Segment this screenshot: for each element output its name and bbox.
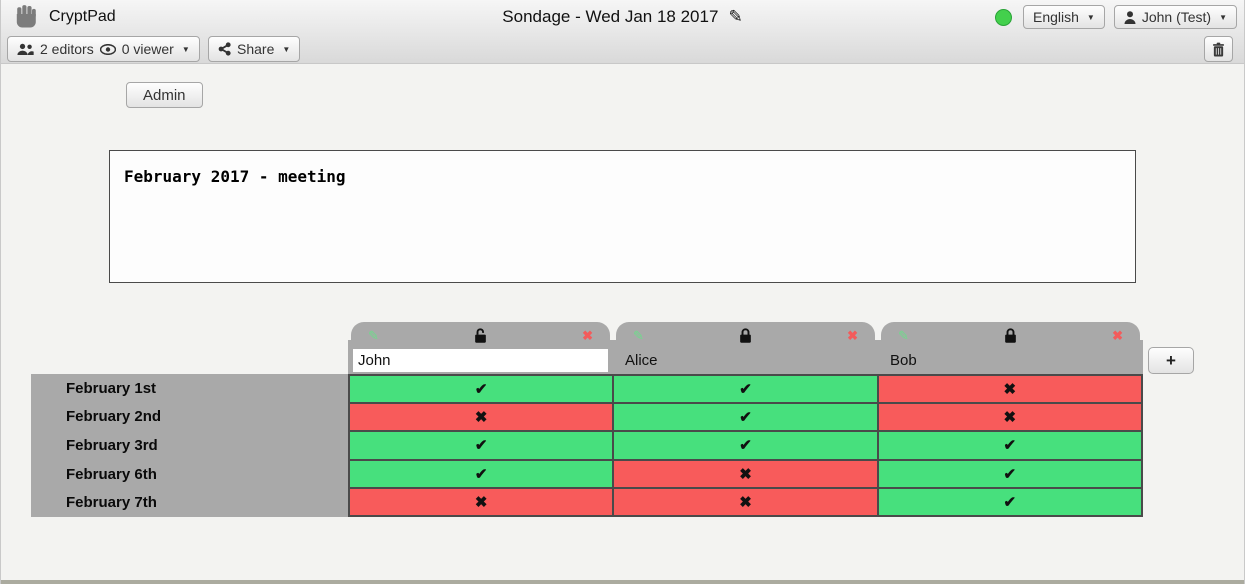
editors-count-label: 2 editors: [40, 41, 94, 57]
vote-cell-yes[interactable]: ✔: [878, 488, 1141, 515]
vote-cell-yes[interactable]: ✔: [350, 376, 613, 403]
toolbar-top-right: English ▼ John (Test) ▼: [994, 5, 1237, 29]
column-locked-icon[interactable]: [738, 327, 753, 344]
poll-row-label: February 7th: [66, 494, 157, 512]
users-icon: [17, 43, 34, 56]
column-name-label: Alice: [625, 351, 658, 369]
brand[interactable]: CryptPad: [13, 3, 116, 30]
language-label: English: [1032, 9, 1079, 25]
chevron-down-icon: ▼: [1219, 12, 1227, 22]
viewers-count-label: 0 viewer: [121, 41, 174, 57]
column-tab-icons: ✎ ✖: [351, 322, 610, 346]
chevron-down-icon: ▼: [181, 44, 190, 54]
edit-title-icon[interactable]: ✎: [728, 7, 743, 26]
column-unlocked-icon[interactable]: [473, 327, 488, 344]
share-label: Share: [237, 41, 275, 57]
cryptpad-fist-logo-icon: [13, 3, 40, 30]
poll-row-label: February 1st: [66, 379, 157, 397]
vote-cell-yes[interactable]: ✔: [614, 404, 877, 431]
trash-button[interactable]: [1204, 36, 1233, 62]
toolbar-top-row: CryptPad Sondage - Wed Jan 18 2017 ✎ Engl…: [1, 0, 1244, 35]
editors-viewers-dropdown[interactable]: 2 editors 0 viewer ▼: [7, 36, 200, 62]
eye-icon: [99, 43, 116, 55]
column-name-input[interactable]: [353, 348, 608, 372]
column-remove-icon[interactable]: ✖: [1112, 327, 1123, 343]
user-dropdown[interactable]: John (Test) ▼: [1113, 5, 1237, 29]
vote-cell-yes[interactable]: ✔: [614, 376, 877, 403]
poll-votes-grid: ✔ ✔ ✖ ✖ ✔ ✖ ✔ ✔ ✔ ✔ ✖ ✔ ✖ ✖ ✔: [348, 374, 1143, 517]
chevron-down-icon: ▼: [1086, 12, 1095, 22]
column-edit-icon[interactable]: ✎: [633, 327, 644, 343]
vote-cell-yes[interactable]: ✔: [614, 432, 877, 459]
poll-column-tab: ✎ ✖ Alice: [616, 322, 875, 374]
vote-cell-no[interactable]: ✖: [614, 460, 877, 487]
column-locked-icon[interactable]: [1003, 327, 1018, 344]
vote-cell-no[interactable]: ✖: [350, 488, 613, 515]
vote-cell-yes[interactable]: ✔: [350, 460, 613, 487]
user-name-label: John (Test): [1141, 9, 1212, 25]
trash-icon: [1212, 42, 1225, 57]
poll-row-label: February 6th: [66, 465, 157, 483]
chevron-down-icon: ▼: [282, 44, 291, 54]
column-remove-icon[interactable]: ✖: [847, 327, 858, 343]
admin-button[interactable]: Admin: [126, 82, 203, 108]
add-column-button[interactable]: +: [1148, 347, 1194, 374]
column-name-label: Bob: [890, 351, 917, 369]
share-button[interactable]: Share ▼: [208, 36, 301, 62]
window-bottom-edge: [1, 580, 1244, 584]
user-icon: [1124, 10, 1136, 24]
vote-cell-no[interactable]: ✖: [614, 488, 877, 515]
doc-title-area: Sondage - Wed Jan 18 2017 ✎: [1, 7, 1244, 27]
vote-cell-no[interactable]: ✖: [878, 376, 1141, 403]
poll-column-tab: ✎ ✖ Bob: [881, 322, 1140, 374]
share-icon: [218, 42, 231, 56]
poll-row-label: February 3rd: [66, 436, 158, 454]
column-remove-icon[interactable]: ✖: [582, 327, 593, 343]
poll-column-tab: ✎ ✖: [351, 322, 610, 374]
vote-cell-no[interactable]: ✖: [878, 404, 1141, 431]
vote-cell-no[interactable]: ✖: [350, 404, 613, 431]
column-edit-icon[interactable]: ✎: [368, 327, 379, 343]
connection-status-indicator: [994, 8, 1012, 26]
poll-row-labels: February 1st February 2nd February 3rd Febr…: [31, 374, 348, 517]
poll-description-textarea[interactable]: February 2017 - meeting: [109, 150, 1136, 283]
vote-cell-yes[interactable]: ✔: [878, 432, 1141, 459]
column-tab-icons: ✎ ✖: [616, 322, 875, 346]
doc-title: Sondage - Wed Jan 18 2017: [502, 7, 719, 26]
toolbar-bottom-row: 2 editors 0 viewer ▼: [1, 35, 1244, 63]
vote-cell-yes[interactable]: ✔: [878, 460, 1141, 487]
language-dropdown[interactable]: English ▼: [1022, 5, 1105, 29]
app-name: CryptPad: [49, 7, 116, 25]
poll-row-label: February 2nd: [66, 408, 162, 426]
vote-cell-yes[interactable]: ✔: [350, 432, 613, 459]
toolbar: CryptPad Sondage - Wed Jan 18 2017 ✎ Engl…: [1, 0, 1244, 64]
column-tab-icons: ✎ ✖: [881, 322, 1140, 346]
column-edit-icon[interactable]: ✎: [898, 327, 909, 343]
